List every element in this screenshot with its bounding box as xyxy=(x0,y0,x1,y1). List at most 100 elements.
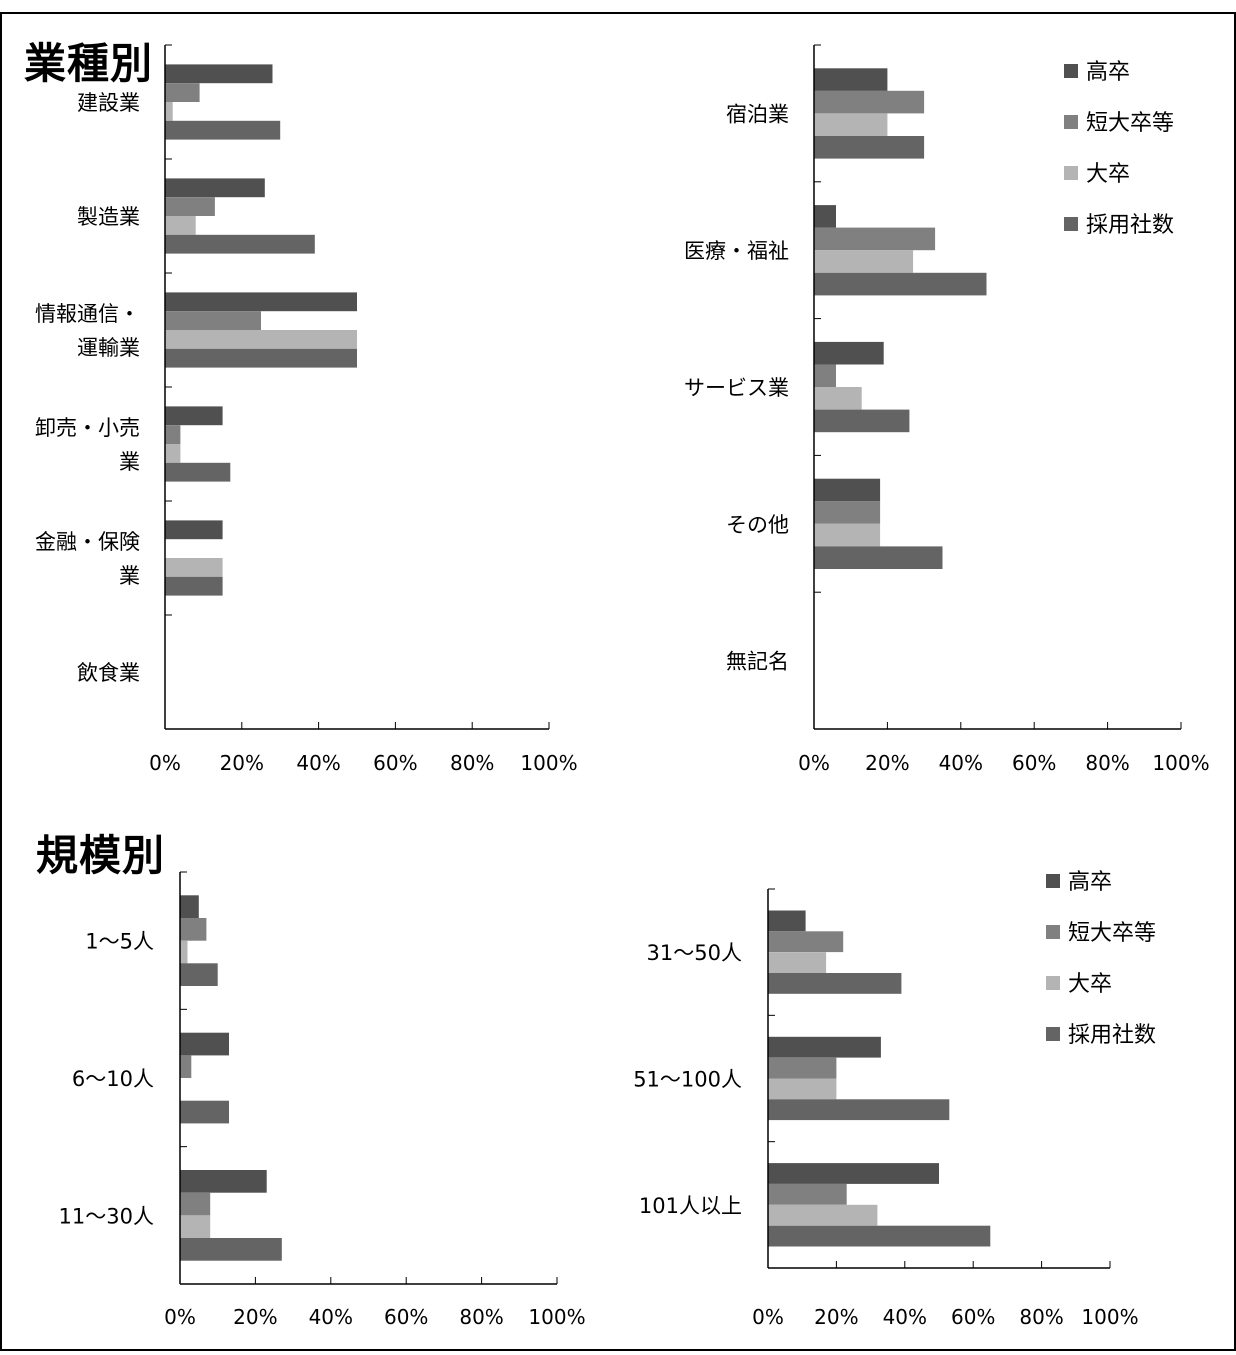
bar-2-cat-4 xyxy=(814,501,881,524)
section-title-scale: 規模別 xyxy=(36,831,166,880)
legend-swatch xyxy=(1064,166,1078,180)
bar-2-cat-3 xyxy=(768,1184,847,1205)
bar-4-cat-3 xyxy=(814,409,910,433)
category-label: その他 xyxy=(726,513,789,537)
bar-2-cat-1 xyxy=(180,918,207,941)
x-tick-label: 100% xyxy=(1152,751,1209,775)
x-tick-label: 100% xyxy=(528,1305,585,1329)
bar-3-cat-4 xyxy=(814,523,881,547)
category-label: 6～10人 xyxy=(72,1067,154,1091)
x-tick-label: 0% xyxy=(164,1305,196,1329)
legend-label: 大卒 xyxy=(1068,972,1112,997)
bar-1-cat-3 xyxy=(180,1170,267,1193)
x-tick-label: 60% xyxy=(1012,751,1056,775)
legend-swatch xyxy=(1046,1027,1060,1041)
category-label: 無記名 xyxy=(726,650,789,674)
bar-1-cat-1 xyxy=(180,895,199,918)
x-tick-label: 100% xyxy=(1081,1305,1138,1329)
bar-4-cat-1 xyxy=(165,120,281,140)
bar-2-cat-3 xyxy=(814,364,836,387)
legend-label: 採用社数 xyxy=(1086,213,1174,238)
bar-4-cat-1 xyxy=(814,136,925,159)
legend-swatch xyxy=(1046,874,1060,888)
bar-1-cat-1 xyxy=(814,68,888,91)
bar-2-cat-3 xyxy=(180,1192,211,1216)
x-tick-label: 60% xyxy=(384,1305,428,1329)
bar-4-cat-2 xyxy=(768,1099,950,1121)
bar-3-cat-1 xyxy=(165,102,173,121)
legend-label: 短大卒等 xyxy=(1086,111,1174,136)
bar-1-cat-2 xyxy=(768,1036,881,1058)
x-tick-label: 60% xyxy=(373,751,417,775)
bar-1-cat-2 xyxy=(165,178,265,198)
category-label: 運輸業 xyxy=(77,336,140,360)
bar-2-cat-2 xyxy=(180,1055,192,1078)
bar-4-cat-1 xyxy=(768,973,902,994)
bar-1-cat-3 xyxy=(814,341,884,365)
legend-swatch xyxy=(1046,925,1060,939)
figure-border xyxy=(0,12,1236,1351)
bar-1-cat-2 xyxy=(180,1032,229,1056)
x-tick-label: 0% xyxy=(752,1305,784,1329)
bar-2-cat-1 xyxy=(768,931,844,953)
bar-4-cat-3 xyxy=(165,348,357,368)
bar-1-cat-1 xyxy=(165,64,273,84)
x-tick-label: 0% xyxy=(798,751,830,775)
bar-3-cat-3 xyxy=(165,330,357,349)
bar-2-cat-2 xyxy=(768,1057,837,1079)
bar-3-cat-2 xyxy=(768,1078,837,1100)
bar-2-cat-1 xyxy=(165,83,200,102)
bar-3-cat-2 xyxy=(165,216,196,235)
bar-1-cat-4 xyxy=(165,406,223,426)
bar-1-cat-5 xyxy=(165,520,223,540)
legend-label: 短大卒等 xyxy=(1068,921,1156,946)
bar-2-cat-2 xyxy=(165,197,215,216)
category-label: 業 xyxy=(119,450,140,474)
bar-3-cat-5 xyxy=(165,558,223,577)
legend-label: 高卒 xyxy=(1068,870,1112,895)
bar-4-cat-3 xyxy=(180,1238,282,1261)
bar-3-cat-3 xyxy=(768,1204,878,1226)
x-tick-label: 40% xyxy=(296,751,340,775)
bar-3-cat-1 xyxy=(768,952,827,973)
bar-3-cat-1 xyxy=(814,113,888,136)
x-tick-label: 20% xyxy=(865,751,909,775)
bar-4-cat-5 xyxy=(165,576,223,596)
category-label: 101人以上 xyxy=(639,1194,742,1218)
category-label: 飲食業 xyxy=(77,661,140,685)
bar-3-cat-3 xyxy=(180,1215,211,1238)
category-label: 業 xyxy=(119,564,140,588)
x-tick-label: 0% xyxy=(149,751,181,775)
bar-3-cat-2 xyxy=(814,250,914,273)
bar-1-cat-3 xyxy=(165,292,357,312)
category-label: 建設業 xyxy=(77,91,140,115)
bar-4-cat-3 xyxy=(768,1225,991,1247)
category-label: 情報通信・ xyxy=(35,302,140,326)
bar-2-cat-4 xyxy=(165,425,181,444)
category-label: 31～50人 xyxy=(647,941,742,965)
bar-1-cat-2 xyxy=(814,205,836,228)
bar-3-cat-1 xyxy=(180,940,188,964)
bar-2-cat-3 xyxy=(165,311,261,330)
bar-3-cat-4 xyxy=(165,444,181,463)
bar-4-cat-2 xyxy=(180,1100,229,1124)
x-tick-label: 60% xyxy=(951,1305,995,1329)
chart-scale-right: 31～50人 51～100人 101人以上 0% 20% 40% 60% 80% 100% 高卒短… xyxy=(633,870,1156,1329)
legend-label: 採用社数 xyxy=(1068,1023,1156,1048)
x-tick-label: 80% xyxy=(1085,751,1129,775)
category-label: 卸売・小売 xyxy=(35,416,140,440)
category-label: 1～5人 xyxy=(85,930,154,954)
x-tick-label: 80% xyxy=(1019,1305,1063,1329)
bar-4-cat-2 xyxy=(165,234,315,254)
x-tick-label: 100% xyxy=(520,751,577,775)
bar-4-cat-4 xyxy=(165,462,231,482)
bar-2-cat-2 xyxy=(814,227,936,251)
bar-1-cat-4 xyxy=(814,478,881,502)
bar-3-cat-3 xyxy=(814,387,862,410)
category-label: 製造業 xyxy=(77,205,140,229)
category-label: 宿泊業 xyxy=(726,102,789,126)
bar-1-cat-3 xyxy=(768,1163,939,1184)
